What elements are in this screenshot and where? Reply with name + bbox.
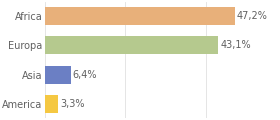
- Text: 3,3%: 3,3%: [60, 99, 85, 109]
- Bar: [45, 7, 235, 25]
- Bar: [45, 95, 58, 113]
- Text: 47,2%: 47,2%: [237, 11, 267, 21]
- Bar: [45, 66, 71, 84]
- Text: 43,1%: 43,1%: [220, 40, 251, 50]
- Text: 6,4%: 6,4%: [73, 70, 97, 80]
- Bar: [45, 36, 218, 54]
